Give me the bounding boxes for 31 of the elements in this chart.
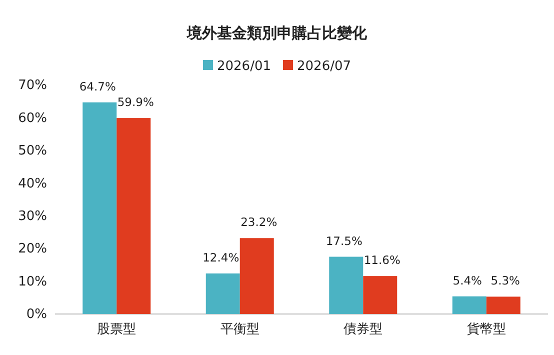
bar [82, 102, 117, 314]
data-label: 17.5% [326, 234, 362, 248]
x-tick-label: 債券型 [344, 322, 383, 338]
x-tick-label: 平衡型 [220, 322, 260, 338]
data-label: 5.4% [452, 273, 482, 288]
x-tick-label: 貨幣型 [466, 322, 506, 338]
y-tick-label: 30% [18, 209, 47, 224]
bar [116, 118, 151, 314]
y-tick-label: 50% [18, 144, 47, 159]
data-label: 59.9% [117, 95, 154, 110]
legend-label: 2026/07 [297, 59, 352, 74]
y-tick-label: 20% [18, 242, 47, 257]
bar [486, 296, 520, 314]
chart-title: 境外基金類別申購占比變化 [186, 24, 368, 42]
data-label: 64.7% [79, 79, 116, 94]
y-tick-label: 0% [26, 307, 47, 322]
y-tick-label: 70% [18, 78, 47, 94]
bar [329, 256, 364, 314]
bar [363, 276, 398, 314]
bar [206, 273, 240, 314]
y-tick-label: 60% [18, 110, 47, 126]
data-label: 11.6% [364, 253, 400, 268]
legend-label: 2026/01 [216, 59, 271, 74]
x-tick-label: 股票型 [97, 322, 136, 338]
y-tick-label: 10% [18, 274, 47, 290]
data-label: 5.3% [490, 274, 520, 288]
data-label: 23.2% [240, 215, 278, 230]
y-tick-label: 40% [18, 176, 47, 192]
bar [240, 238, 274, 314]
bar [452, 296, 486, 314]
data-label: 12.4% [202, 250, 240, 264]
